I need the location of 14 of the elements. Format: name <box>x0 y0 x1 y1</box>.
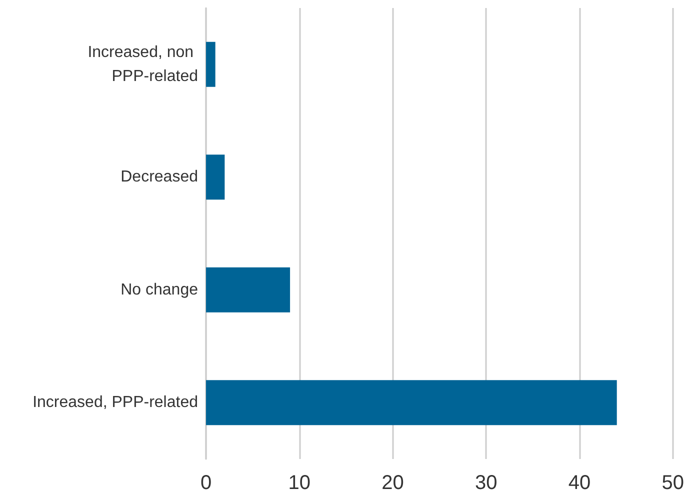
y-tick-label: No change <box>120 281 198 298</box>
y-tick-label: Increased, PPP-related <box>32 394 198 412</box>
x-tick-label: 50 <box>662 472 684 494</box>
y-tick-label: Increased, non PPP-related <box>88 44 198 85</box>
bar <box>206 154 225 200</box>
x-tick-label: 20 <box>382 472 404 494</box>
bar <box>206 267 290 312</box>
x-tick-label: 0 <box>200 472 212 494</box>
x-tick-label: 10 <box>288 472 310 494</box>
x-tick-label: 40 <box>568 472 591 494</box>
y-tick-label: Decreased <box>120 168 198 186</box>
bar <box>206 380 617 426</box>
x-tick-label: 30 <box>475 472 498 494</box>
bar <box>206 42 216 87</box>
